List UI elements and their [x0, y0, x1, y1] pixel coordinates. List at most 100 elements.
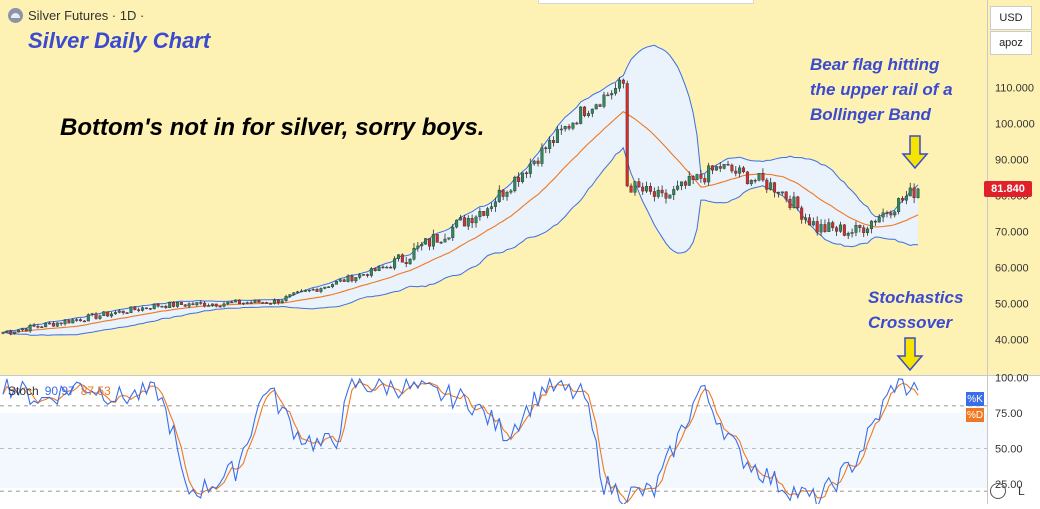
candle	[86, 313, 90, 322]
candle-body	[614, 88, 618, 94]
candle	[362, 273, 366, 276]
candle-body	[780, 191, 784, 194]
candle	[98, 314, 102, 320]
candle-body	[214, 303, 218, 307]
candle	[897, 197, 901, 215]
candle-body	[645, 186, 649, 192]
candle-body	[451, 226, 455, 238]
stoch-name: Stoch	[8, 384, 39, 398]
d-series-tag: %D	[966, 408, 984, 422]
candle	[90, 312, 94, 317]
candle-body	[536, 160, 540, 164]
candle	[831, 220, 835, 231]
candle-body	[788, 198, 792, 208]
candle	[521, 172, 525, 184]
candle	[269, 302, 273, 305]
log-toggle[interactable]: L	[1018, 484, 1025, 498]
candle-body	[195, 302, 199, 306]
candle-body	[714, 166, 718, 171]
candle-body	[563, 126, 567, 130]
symbol-header[interactable]: Silver Futures · 1D ·	[8, 8, 144, 23]
candle-body	[742, 167, 746, 173]
candle	[575, 121, 579, 125]
candle-body	[431, 234, 435, 247]
candle	[788, 195, 792, 211]
candle-body	[796, 196, 800, 209]
candle	[253, 299, 257, 304]
candle-body	[257, 299, 261, 303]
candle-body	[885, 212, 889, 214]
candle-body	[730, 164, 734, 172]
candle-body	[133, 306, 137, 310]
candle-body	[160, 305, 164, 308]
candle	[164, 304, 168, 309]
candle-body	[765, 179, 769, 190]
candle-body	[641, 186, 645, 192]
bottom-tools: L	[990, 483, 1025, 499]
scale-selector[interactable]: apoz	[990, 31, 1032, 55]
candle	[738, 165, 742, 178]
candle-body	[513, 176, 517, 192]
candle	[354, 277, 358, 283]
candle-body	[40, 326, 44, 329]
candle-body	[749, 180, 753, 185]
candle	[827, 218, 831, 232]
candle	[431, 229, 435, 250]
candle	[745, 171, 749, 185]
candle	[67, 318, 71, 324]
candle	[583, 106, 587, 118]
candle	[218, 305, 222, 308]
candle-body	[396, 254, 400, 259]
candle	[796, 195, 800, 211]
candle	[141, 306, 145, 312]
candle-body	[497, 189, 501, 202]
axis-layer: 110.000100.00090.00080.00070.00060.00050…	[995, 83, 1035, 492]
currency-selector[interactable]: USD	[990, 6, 1032, 30]
stoch-legend[interactable]: Stoch 90.97 87.53	[8, 384, 111, 398]
candle-body	[152, 304, 156, 310]
candle-body	[811, 221, 815, 226]
candle-body	[823, 224, 827, 232]
candle-body	[226, 301, 230, 305]
candle	[183, 304, 187, 308]
candle	[334, 280, 338, 285]
candle-body	[815, 221, 819, 233]
candle	[877, 214, 881, 223]
price-tick-label: 50.000	[995, 299, 1029, 311]
candle	[652, 187, 656, 202]
candle-body	[435, 234, 439, 243]
candle	[811, 217, 815, 227]
price-tick-label: 90.000	[995, 155, 1029, 167]
candle	[707, 162, 711, 186]
candle-body	[493, 201, 497, 207]
candle	[455, 219, 459, 229]
candle-body	[385, 266, 389, 269]
candle	[524, 171, 528, 179]
candle	[206, 303, 210, 307]
candle	[908, 182, 912, 197]
candle-body	[889, 212, 893, 216]
candle-body	[82, 320, 86, 323]
candle-body	[443, 238, 447, 243]
candle	[889, 210, 893, 219]
settings-icon[interactable]	[990, 483, 1006, 499]
candle	[238, 299, 242, 305]
candle	[230, 300, 234, 304]
candle-body	[807, 217, 811, 226]
candle	[687, 171, 691, 186]
candle-body	[745, 171, 749, 185]
candle	[501, 189, 505, 201]
candle	[342, 278, 346, 282]
candle-body	[327, 286, 331, 288]
price-tick-label: 60.000	[995, 263, 1029, 275]
candle-body	[241, 302, 245, 305]
candle-body	[555, 129, 559, 143]
stoch-tick-label: 100.00	[995, 373, 1029, 385]
moving-average-layer	[2, 111, 919, 333]
candle	[172, 301, 176, 308]
candle-body	[187, 303, 191, 307]
candle-body	[164, 305, 168, 308]
candle	[730, 163, 734, 174]
candle-body	[381, 266, 385, 269]
candle	[819, 219, 823, 236]
